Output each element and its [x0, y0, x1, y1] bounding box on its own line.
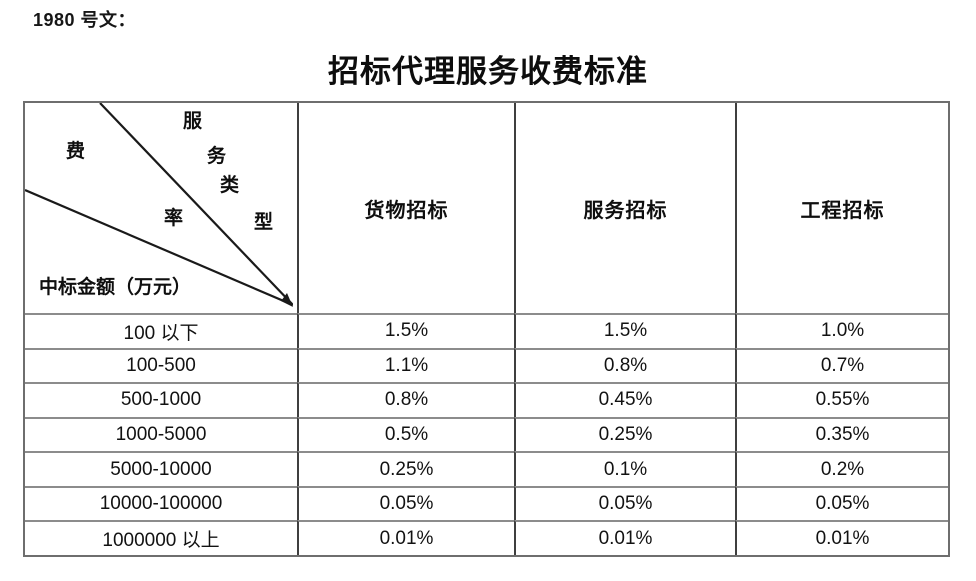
rate-cell: 0.45% — [514, 382, 735, 417]
amount-range-cell: 500-1000 — [25, 382, 297, 417]
rate-cell: 1.5% — [514, 313, 735, 348]
rate-cell: 0.01% — [297, 520, 514, 555]
amount-range-cell: 10000-100000 — [25, 485, 297, 521]
diagonal-fee-char: 率 — [164, 208, 184, 229]
page-title: 招标代理服务收费标准 — [328, 54, 648, 89]
diagonal-divider-lines — [25, 103, 293, 307]
amount-range-cell: 1000-5000 — [25, 416, 297, 452]
amount-range-cell: 100 以下 — [25, 313, 297, 348]
diagonal-arrowhead — [281, 293, 293, 307]
rate-cell: 0.5% — [297, 416, 514, 452]
rate-cell: 0.55% — [735, 382, 948, 417]
rate-cell: 1.5% — [297, 313, 514, 348]
diagonal-fee-char: 费 — [66, 141, 86, 162]
rate-cell: 0.05% — [514, 485, 735, 521]
diagonal-type-char: 务 — [207, 146, 227, 167]
rate-cell: 0.8% — [297, 382, 514, 417]
rate-cell: 0.35% — [735, 416, 948, 452]
diagonal-line-lower — [25, 188, 293, 307]
fee-standard-table: 费 率 服 务 类 型 中标金额（万元） 货物招标 服务招标 工程招标 100 … — [23, 101, 950, 557]
rate-cell: 0.7% — [735, 347, 948, 383]
amount-range-cell: 100-500 — [25, 347, 297, 383]
rate-cell: 0.25% — [297, 451, 514, 486]
column-header-works: 工程招标 — [735, 103, 948, 313]
column-header-goods: 货物招标 — [297, 103, 514, 313]
amount-range-cell: 1000000 以上 — [25, 520, 297, 555]
rate-cell: 0.01% — [514, 520, 735, 555]
diagonal-line-upper — [99, 103, 293, 306]
rate-cell: 0.01% — [735, 520, 948, 555]
diagonal-type-char: 类 — [220, 175, 240, 196]
doc-reference: 1980 号文： — [33, 10, 137, 30]
diagonal-type-char: 服 — [183, 111, 203, 132]
column-header-service: 服务招标 — [514, 103, 735, 313]
rate-cell: 0.25% — [514, 416, 735, 452]
diagonal-header-cell: 费 率 服 务 类 型 中标金额（万元） — [25, 103, 297, 313]
diagonal-type-char: 型 — [254, 212, 274, 233]
rate-cell: 0.1% — [514, 451, 735, 486]
rate-cell: 1.0% — [735, 313, 948, 348]
rate-cell: 0.2% — [735, 451, 948, 486]
amount-axis-label: 中标金额（万元） — [39, 277, 192, 298]
rate-cell: 1.1% — [297, 347, 514, 383]
rate-cell: 0.05% — [735, 485, 948, 521]
rate-cell: 0.05% — [297, 485, 514, 521]
rate-cell: 0.8% — [514, 347, 735, 383]
amount-range-cell: 5000-10000 — [25, 451, 297, 486]
